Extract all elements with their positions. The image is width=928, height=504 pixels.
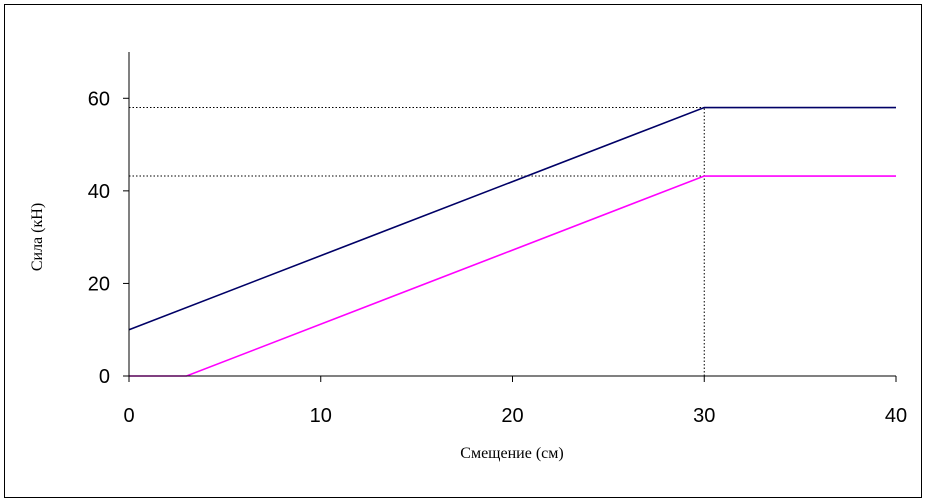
y-tick-label: 40 [88, 181, 110, 203]
series-line-1 [128, 106, 896, 331]
tick-marks [123, 97, 897, 382]
y-tick-label: 20 [88, 273, 110, 295]
y-tick-label: 0 [99, 366, 110, 388]
series-lines [128, 106, 896, 377]
series-line-2 [129, 175, 896, 377]
x-tick-label: 20 [501, 405, 523, 427]
x-axis-title: Смещение (см) [460, 445, 563, 462]
chart-frame [4, 4, 922, 498]
tick-labels: 0 20 40 60 0 10 20 30 40 [88, 88, 907, 427]
x-tick-label: 30 [693, 405, 715, 427]
x-tick-label: 0 [123, 405, 134, 427]
y-axis-title: Сила (кН) [29, 203, 46, 271]
reference-lines [129, 107, 705, 376]
x-tick-label: 10 [310, 405, 332, 427]
axes [128, 52, 896, 377]
x-tick-label: 40 [885, 405, 907, 427]
y-tick-label: 60 [88, 88, 110, 110]
